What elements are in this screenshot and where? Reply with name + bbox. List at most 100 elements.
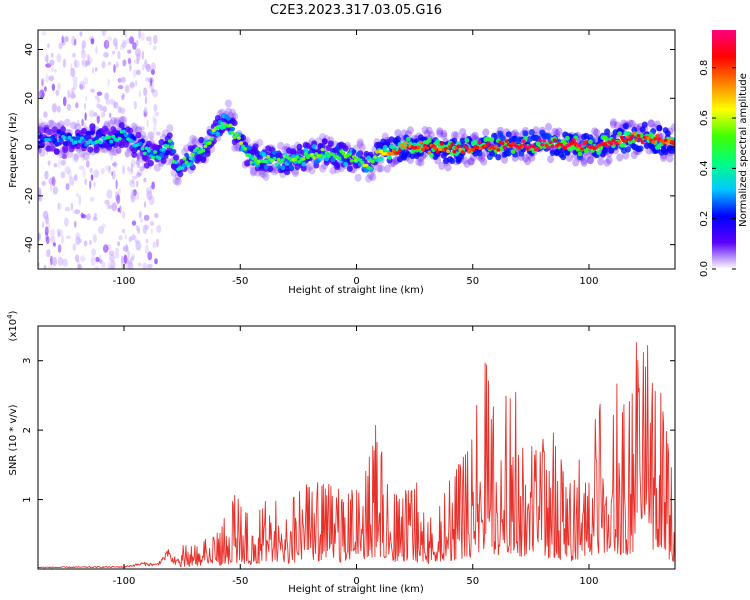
spectrogram-band-blob	[143, 155, 150, 163]
spectrogram-noise-blob	[156, 238, 159, 248]
spectrogram-band-blob	[500, 141, 505, 146]
spectrogram-band-blob	[107, 119, 115, 128]
spectrogram-noise-blob	[90, 174, 94, 181]
spectrogram-band-blob	[478, 154, 486, 163]
spectrogram-noise-blob	[80, 152, 85, 162]
spectrogram-band-blob	[641, 121, 648, 128]
spectrogram-band-blob	[82, 138, 86, 143]
spectrogram-noise-blob	[119, 205, 122, 214]
spectrogram-band-blob	[625, 131, 631, 136]
spectrogram-noise-blob	[47, 160, 51, 166]
snr-panel: -100 -50 0 50 100 1 2 3 Height of straight lin…	[6, 310, 676, 595]
spectrogram-noise-blob	[60, 171, 66, 179]
spectrogram-band-blob	[501, 155, 509, 164]
spectrogram-band-blob	[496, 148, 501, 152]
spectrogram-band-blob	[318, 153, 323, 158]
spectrogram-band-blob	[123, 133, 128, 137]
spectrogram-noise-blob	[127, 166, 131, 172]
spectrogram-noise-blob	[41, 31, 47, 36]
snr-x-tick-label: -100	[113, 576, 136, 587]
spectrogram-band-blob	[228, 123, 233, 128]
spectrogram-noise-blob	[90, 256, 96, 266]
spectrogram-noise-blob	[129, 63, 132, 72]
spectrogram-band-blob	[383, 164, 391, 173]
spectrogram-noise-blob	[83, 58, 86, 68]
spectrogram-noise-blob	[52, 256, 58, 267]
spectrogram-noise-blob	[134, 235, 137, 244]
spectrogram-band-blob	[548, 140, 553, 145]
spectrogram-noise-blob	[75, 102, 79, 109]
spectrogram-band-blob	[628, 119, 636, 128]
spectrogram-noise-blob	[131, 220, 137, 226]
spectrogram-band-blob	[321, 138, 328, 145]
spectrogram-x-tick-label: 50	[466, 276, 479, 287]
spectrogram-band-blob	[356, 138, 364, 147]
spectrogram-band-blob	[276, 157, 281, 162]
spectrogram-band-blob	[291, 169, 299, 177]
spectrogram-band-blob	[240, 134, 246, 141]
spectrogram-band-blob	[605, 144, 610, 148]
spectrogram-noise-blob	[94, 265, 100, 269]
spectrogram-band-blob	[351, 155, 356, 159]
spectrogram-noise-blob	[123, 254, 128, 264]
spectrogram-noise-blob	[136, 57, 140, 65]
spectrogram-noise-blob	[89, 240, 92, 245]
spectrogram-noise-blob	[122, 165, 125, 175]
spectrogram-band-blob	[184, 160, 189, 165]
spectrogram-band-blob	[370, 160, 375, 164]
spectrogram-band-blob	[200, 156, 207, 164]
spectrogram-band-blob	[670, 123, 675, 132]
spectrogram-noise-blob	[117, 77, 122, 83]
spectrogram-band-blob	[617, 140, 622, 144]
spectrogram-noise-blob	[97, 98, 101, 103]
spectrogram-noise-blob	[41, 78, 45, 83]
spectrogram-band-blob	[320, 147, 325, 152]
spectrogram-noise-blob	[101, 223, 106, 229]
spectrogram-band-blob	[655, 134, 660, 138]
spectrogram-noise-blob	[99, 104, 104, 112]
spectrogram-band-blob	[303, 151, 308, 156]
spectrogram-noise-blob	[67, 89, 71, 99]
spectrogram-band-blob	[218, 125, 222, 129]
spectrogram-band-blob	[191, 136, 199, 145]
spectrogram-band-blob	[499, 135, 506, 142]
spectrogram-noise-blob	[73, 154, 79, 163]
spectrogram-band-blob	[239, 141, 243, 145]
spectrogram-band-blob	[542, 138, 547, 143]
spectrogram-noise-blob	[125, 243, 128, 253]
spectrogram-band-blob	[603, 158, 611, 167]
spectrogram-noise-blob	[57, 256, 64, 266]
spectrogram-band-blob	[546, 145, 551, 150]
spectrogram-band-blob	[427, 131, 435, 140]
spectrogram-noise-blob	[152, 89, 158, 98]
spectrogram-noise-blob	[77, 119, 80, 127]
spectrogram-noise-blob	[72, 209, 78, 214]
spectrogram-band-blob	[351, 149, 357, 155]
spectrogram-band-blob	[528, 153, 536, 162]
spectrogram-band-blob	[98, 140, 103, 145]
spectrogram-band-blob	[174, 160, 179, 165]
spectrogram-band-blob	[586, 156, 594, 165]
spectrogram-noise-blob	[146, 187, 150, 195]
spectrogram-band-blob	[609, 120, 617, 129]
spectrogram-noise-blob	[143, 201, 147, 208]
spectrogram-noise-blob	[113, 100, 116, 109]
spectrogram-noise-blob	[49, 59, 55, 66]
spectrogram-band-blob	[555, 127, 563, 136]
spectrogram-band-blob	[476, 150, 483, 157]
spectrogram-band-blob	[182, 157, 187, 161]
spectrogram-band-blob	[425, 146, 430, 150]
spectrogram-band-blob	[630, 134, 635, 138]
spectrogram-y-tick-label: -40	[24, 236, 35, 252]
spectrogram-band-blob	[467, 157, 475, 166]
spectrogram-band-blob	[311, 144, 317, 150]
spectrogram-band-blob	[459, 137, 466, 144]
spectrogram-band-blob	[495, 154, 502, 161]
spectrogram-noise-blob	[79, 255, 86, 263]
spectrogram-noise-blob	[79, 84, 84, 90]
spectrogram-noise-blob	[153, 34, 158, 45]
spectrogram-band-blob	[545, 122, 552, 131]
spectrogram-band-blob	[75, 135, 80, 140]
spectrogram-noise-blob	[118, 188, 121, 194]
spectrogram-noise-blob	[105, 99, 112, 105]
